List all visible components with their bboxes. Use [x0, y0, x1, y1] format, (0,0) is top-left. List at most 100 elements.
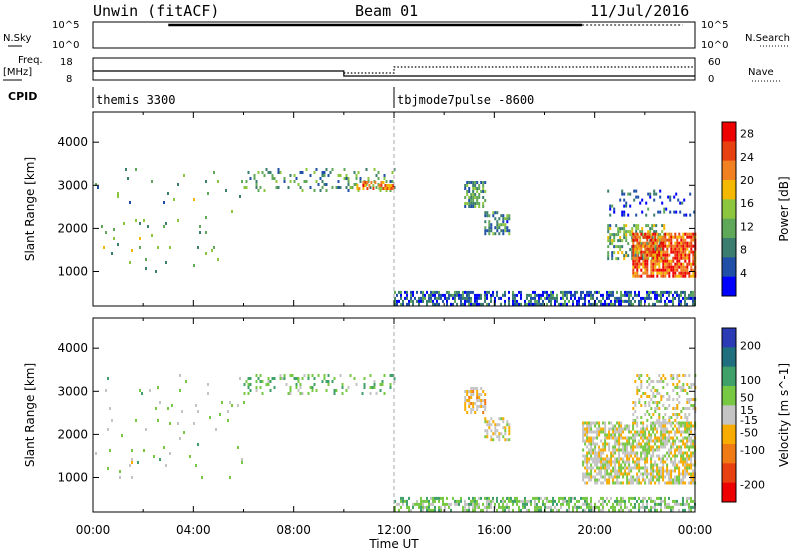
- velocity-cell: [195, 404, 197, 407]
- velocity-cell: [670, 451, 673, 455]
- velocity-cell: [618, 472, 621, 476]
- power-cell: [652, 274, 655, 278]
- power-cell: [626, 299, 628, 303]
- velocity-cell: [404, 499, 406, 503]
- power-cell: [375, 174, 378, 177]
- velocity-cell: [620, 424, 623, 428]
- power-cell: [478, 184, 481, 187]
- velocity-cell: [478, 496, 480, 500]
- velocity-cell: [658, 421, 661, 425]
- velocity-cell: [660, 502, 662, 506]
- power-cell: [664, 235, 667, 239]
- velocity-cell: [530, 502, 532, 506]
- velocity-cell: [640, 472, 643, 476]
- power-cell: [299, 186, 302, 189]
- velocity-cell: [484, 429, 487, 433]
- power-cell: [641, 198, 644, 202]
- velocity-cell: [672, 407, 675, 410]
- velocity-cell: [470, 387, 473, 390]
- velocity-cell: [644, 505, 646, 509]
- velocity-cell: [652, 439, 655, 443]
- power-cell: [647, 207, 650, 211]
- velocity-cell: [614, 508, 616, 512]
- velocity-cell: [598, 421, 601, 425]
- power-cell: [508, 299, 510, 303]
- velocity-cell: [612, 508, 614, 512]
- power-cell: [211, 249, 213, 252]
- power-cell: [619, 230, 622, 234]
- velocity-cell: [628, 472, 631, 476]
- power-cell: [602, 296, 604, 300]
- power-cell: [199, 225, 201, 228]
- power-cell: [652, 259, 655, 263]
- velocity-cell: [624, 472, 627, 476]
- power-cell: [621, 227, 624, 231]
- xtick-label-6: 00:00: [678, 523, 713, 537]
- velocity-cell: [389, 386, 392, 389]
- power-cell: [674, 244, 677, 248]
- velocity-cell: [600, 427, 603, 431]
- power-cell: [183, 174, 185, 177]
- power-cell: [472, 290, 474, 294]
- velocity-cell: [632, 413, 635, 416]
- power-cell: [422, 290, 424, 294]
- velocity-cell: [668, 419, 671, 422]
- power-cell: [365, 183, 368, 186]
- velocity-cell: [568, 496, 570, 500]
- velocity-cell: [259, 386, 262, 389]
- power-cell: [650, 244, 653, 248]
- power-cell: [418, 296, 420, 300]
- power-cell: [653, 224, 656, 228]
- power-cell: [466, 181, 469, 184]
- velocity-cell: [496, 423, 499, 427]
- velocity-cell: [596, 442, 599, 446]
- power-cell: [688, 250, 691, 254]
- velocity-cell: [600, 472, 603, 476]
- noise-left-label: N.Sky: [3, 33, 31, 44]
- power-cell: [604, 299, 606, 303]
- power-cell: [692, 259, 695, 263]
- power-cell: [676, 268, 679, 272]
- velocity-cell: [614, 472, 617, 476]
- power-cell: [639, 201, 642, 205]
- power-cell: [231, 210, 233, 213]
- velocity-cell: [602, 460, 605, 464]
- velocity-cell: [255, 389, 258, 392]
- velocity-cell: [660, 472, 663, 476]
- velocity-cell: [448, 505, 450, 509]
- velocity-cell: [654, 433, 657, 437]
- velocity-cell: [640, 451, 643, 455]
- velocity-cell: [426, 496, 428, 500]
- velocity-cell: [618, 448, 621, 452]
- velocity-cell: [662, 430, 665, 434]
- power-cell: [625, 236, 628, 240]
- power-cell: [661, 224, 664, 228]
- power-cell: [117, 192, 119, 195]
- colorbar-power-seg-7: [722, 257, 736, 277]
- power-cell: [662, 268, 665, 272]
- power-cell: [692, 250, 695, 254]
- power-cell: [313, 189, 316, 192]
- velocity-cell: [652, 466, 655, 470]
- power-cell: [607, 254, 610, 258]
- power-cell: [472, 302, 474, 306]
- velocity-cell: [267, 380, 270, 383]
- power-cell: [668, 290, 670, 294]
- power-cell: [390, 187, 393, 190]
- power-cell: [625, 251, 628, 255]
- power-cell: [430, 296, 432, 300]
- power-cell: [674, 241, 677, 245]
- velocity-cell: [634, 421, 637, 425]
- power-cell: [496, 293, 498, 297]
- power-cell: [478, 293, 480, 297]
- power-cell: [633, 189, 636, 193]
- power-cell: [484, 181, 487, 184]
- velocity-cell: [95, 452, 97, 455]
- velocity-cell: [670, 416, 673, 419]
- velocity-cell: [618, 451, 621, 455]
- velocity-cell: [440, 496, 442, 500]
- velocity-cell: [578, 499, 580, 503]
- power-cell: [650, 262, 653, 266]
- velocity-cell: [656, 448, 659, 452]
- velocity-cell: [614, 499, 616, 503]
